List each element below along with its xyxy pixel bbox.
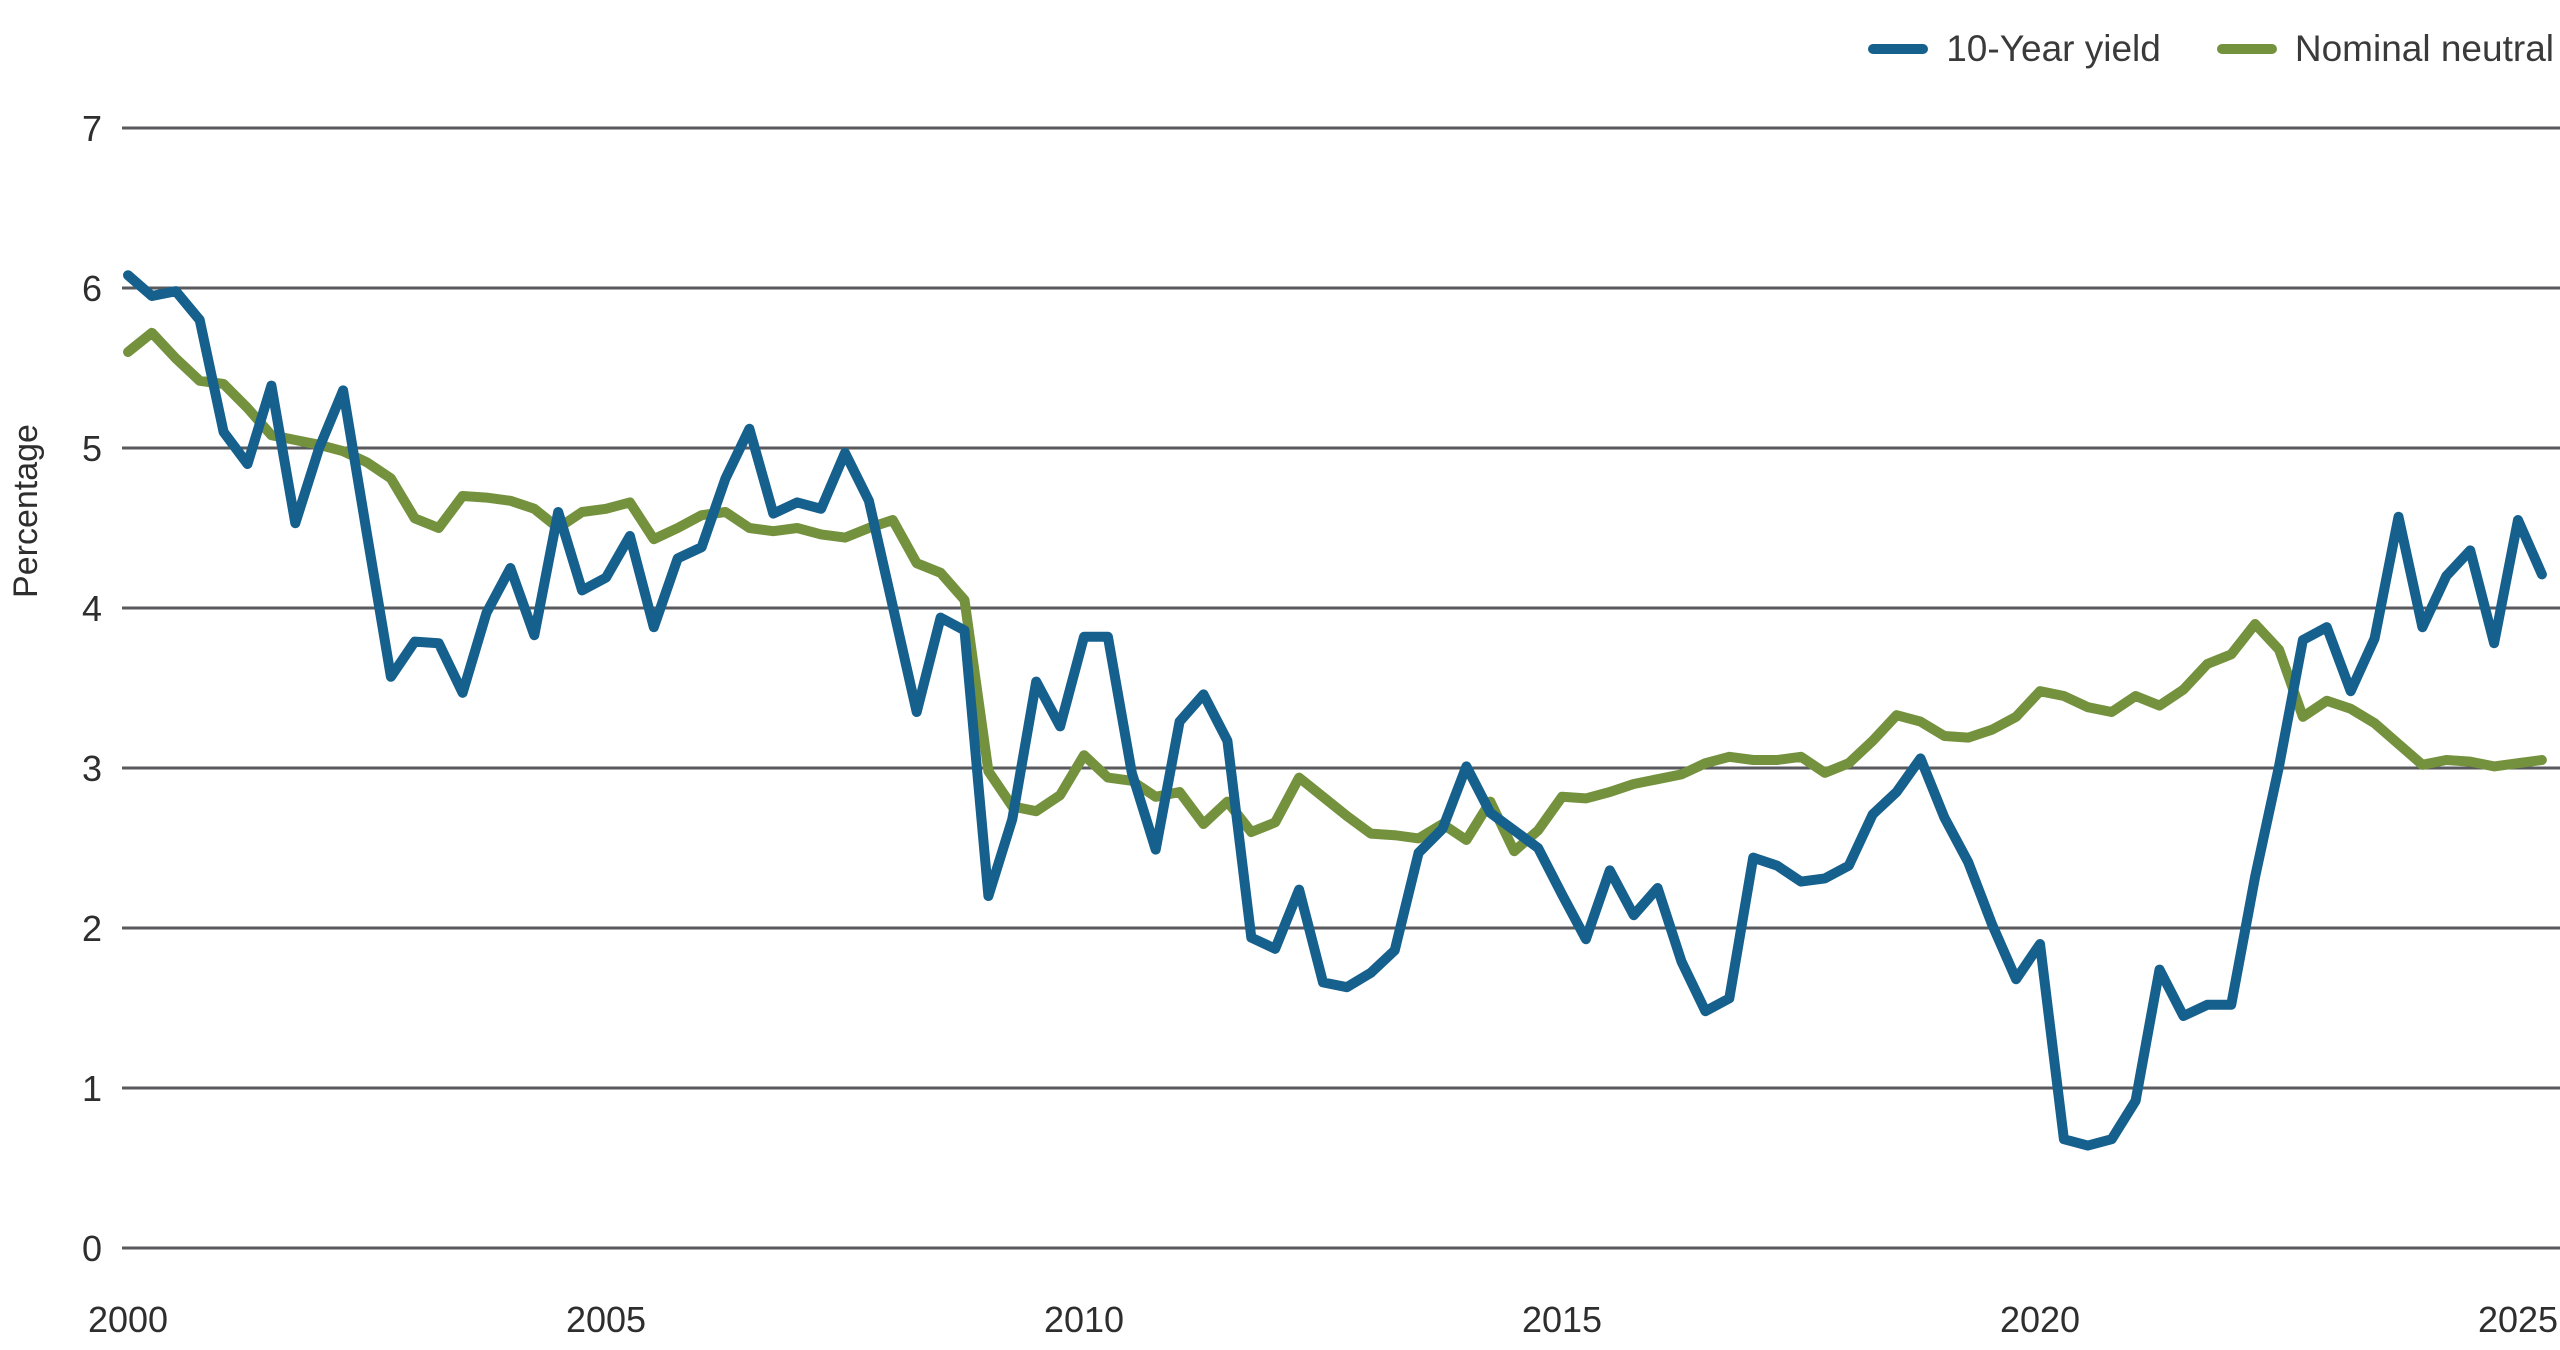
nominal-neutral-line-swatch-icon (2216, 44, 2277, 54)
x-tick-label: 2015 (1522, 1299, 1602, 1340)
y-tick-label: 7 (82, 108, 102, 149)
legend-item-10-year-yield: 10-Year yield (1868, 28, 2161, 70)
y-tick-label: 1 (82, 1068, 102, 1109)
series-line-nominal-neutral (123, 327, 2547, 857)
y-axis-title: Percentage (7, 424, 45, 598)
legend: 10-Year yield Nominal neutral (1868, 28, 2554, 70)
x-tick-label: 2005 (566, 1299, 646, 1340)
y-tick-label: 5 (82, 428, 102, 469)
y-tick-label: 2 (82, 908, 102, 949)
10-year-yield-line-swatch-icon (1868, 44, 1929, 54)
x-tick-label: 2025 (2478, 1299, 2558, 1340)
x-tick-label: 2000 (88, 1299, 168, 1340)
y-tick-label: 4 (82, 588, 102, 629)
legend-item-nominal-neutral: Nominal neutral (2216, 28, 2554, 70)
y-tick-label: 0 (82, 1228, 102, 1269)
y-tick-label: 6 (82, 268, 102, 309)
legend-label: 10-Year yield (1946, 28, 2161, 69)
y-tick-label: 3 (82, 748, 102, 789)
x-tick-label: 2020 (2000, 1299, 2080, 1340)
x-tick-label: 2010 (1044, 1299, 1124, 1340)
series-line-10-year-yield (123, 270, 2547, 1151)
legend-label: Nominal neutral (2294, 28, 2554, 69)
